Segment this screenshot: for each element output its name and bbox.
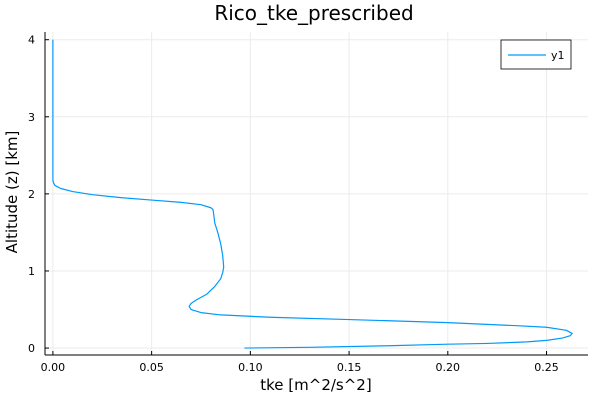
y-tick-label: 4 — [28, 34, 35, 47]
y-tick-label: 1 — [28, 265, 35, 278]
y-tick-label: 2 — [28, 188, 35, 201]
y-tick-label: 3 — [28, 111, 35, 124]
x-tick-label: 0.00 — [41, 361, 66, 374]
tick-labels: 0.00 0.05 0.10 0.15 0.20 0.25 0 1 2 3 4 — [28, 34, 559, 374]
legend: y1 — [500, 39, 572, 70]
x-axis-label: tke [m^2/s^2] — [260, 376, 371, 394]
x-tick-label: 0.10 — [238, 361, 263, 374]
grid — [45, 32, 588, 355]
x-tick-label: 0.05 — [139, 361, 164, 374]
series-line-y1 — [52, 39, 573, 349]
y-axis-label: Altitude (z) [km] — [3, 131, 21, 254]
axes — [44, 32, 588, 356]
chart-title: Rico_tke_prescribed — [214, 1, 413, 25]
x-tick-label: 0.25 — [534, 361, 559, 374]
series-layer — [52, 39, 573, 349]
x-tick-label: 0.20 — [436, 361, 461, 374]
y-tick-label: 0 — [28, 342, 35, 355]
legend-label: y1 — [551, 49, 565, 62]
x-tick-label: 0.15 — [337, 361, 362, 374]
